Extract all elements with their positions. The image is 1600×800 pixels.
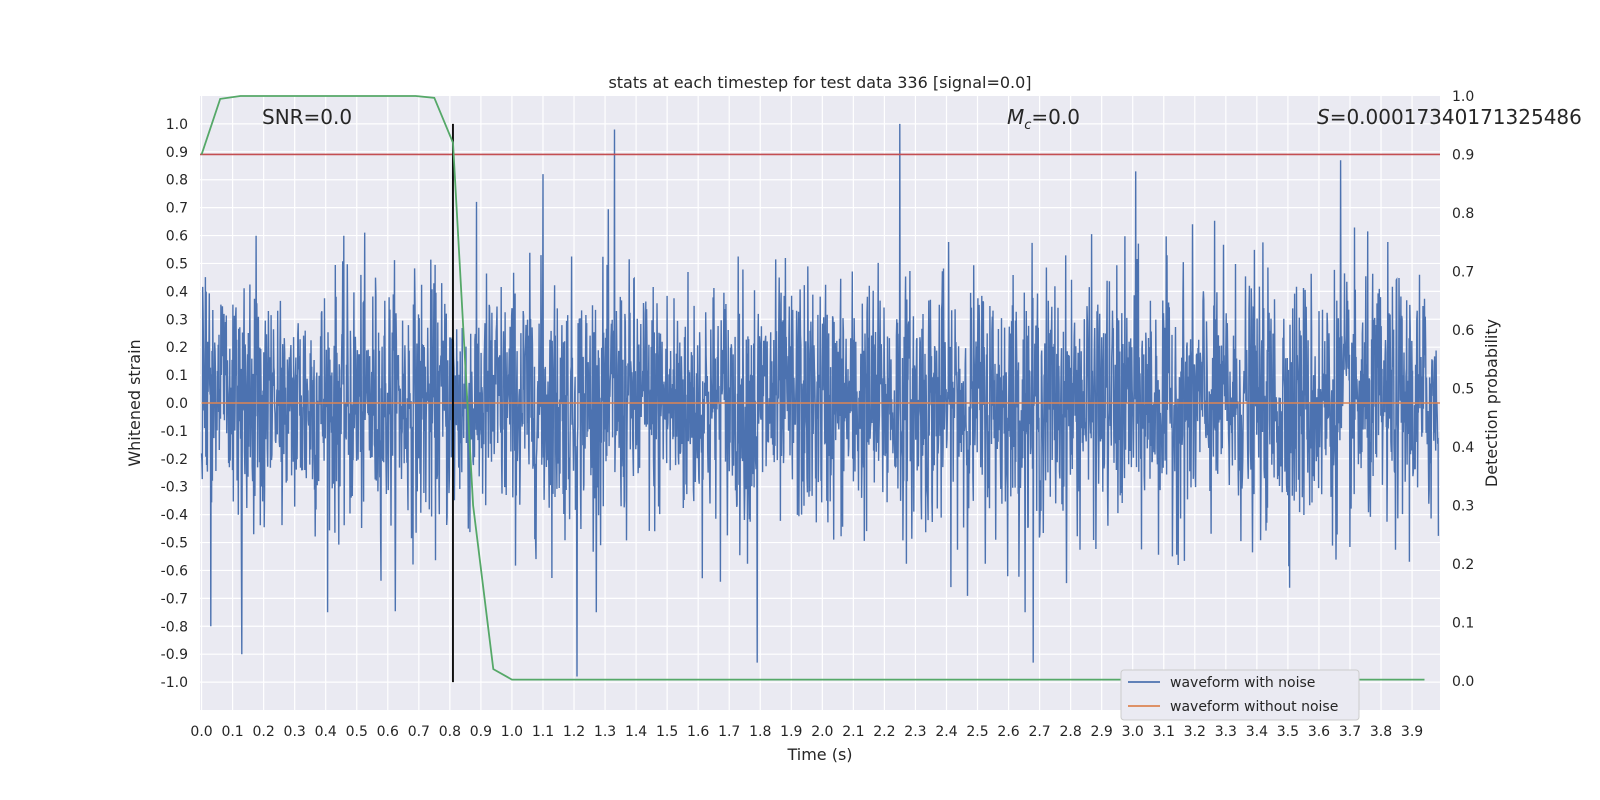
chirp-mass-annotation: Mc=0.0 <box>1007 105 1080 133</box>
x-tick-label: 2.2 <box>873 724 895 740</box>
y-tick-label: 0.5 <box>166 256 188 272</box>
detection-probability-line <box>200 95 1425 681</box>
x-tick-label: 1.3 <box>594 724 616 740</box>
y-tick-label: -0.3 <box>161 480 188 496</box>
x-tick-label: 2.8 <box>1060 724 1082 740</box>
y-tick-label: -0.7 <box>161 591 188 607</box>
y-tick-label: 0.9 <box>166 145 188 161</box>
y-tick-label: -0.8 <box>161 619 188 635</box>
x-tick-label: 2.0 <box>811 724 833 740</box>
x-tick-label: 0.2 <box>252 724 274 740</box>
x-tick-label: 1.8 <box>749 724 771 740</box>
x-tick-label: 0.0 <box>190 724 212 740</box>
y-tick-label: 0.8 <box>166 173 188 189</box>
x-tick-label: 1.4 <box>625 724 647 740</box>
x-tick-label: 3.0 <box>1122 724 1144 740</box>
x-tick-label: 0.8 <box>439 724 461 740</box>
x-tick-label: 3.8 <box>1370 724 1392 740</box>
x-axis-label: Time (s) <box>786 745 852 764</box>
x-tick-label: 1.7 <box>718 724 740 740</box>
y-tick-label: 0.3 <box>166 312 188 328</box>
snr-annotation: SNR=0.0 <box>262 105 352 129</box>
waveform-with-noise-path <box>200 123 1440 677</box>
y-tick-label: 0.0 <box>166 396 188 412</box>
y-right-tick-label: 1.0 <box>1452 89 1474 105</box>
y-tick-label: -0.9 <box>161 647 188 663</box>
y-right-tick-label: 0.5 <box>1452 381 1474 397</box>
x-tick-label: 3.4 <box>1246 724 1268 740</box>
x-tick-label: 3.5 <box>1277 724 1299 740</box>
x-tick-label: 0.5 <box>346 724 368 740</box>
x-tick-label: 0.1 <box>221 724 243 740</box>
y-tick-label: -1.0 <box>161 675 188 691</box>
y-tick-label: -0.5 <box>161 536 188 552</box>
y-right-tick-label: 0.2 <box>1452 557 1474 573</box>
y-tick-label: -0.4 <box>161 508 188 524</box>
x-tick-label: 3.3 <box>1215 724 1237 740</box>
y-axis-label: Whitened strain <box>125 339 144 466</box>
y-right-tick-labels: 1.0 0.9 0.8 0.7 0.6 0.5 0.4 0.3 0.2 0.1 0.0 <box>1452 89 1474 690</box>
chart-title: stats at each timestep for test data 336… <box>608 73 1031 92</box>
x-tick-label: 1.9 <box>780 724 802 740</box>
y-tick-label: 0.4 <box>166 284 188 300</box>
y-tick-label: -0.6 <box>161 563 188 579</box>
y-tick-label: -0.2 <box>161 452 188 468</box>
y-right-tick-label: 0.6 <box>1452 323 1474 339</box>
x-tick-label: 2.1 <box>842 724 864 740</box>
x-tick-label: 0.6 <box>377 724 399 740</box>
x-tick-label: 2.6 <box>997 724 1019 740</box>
x-tick-label: 1.1 <box>532 724 554 740</box>
x-tick-label: 0.7 <box>408 724 430 740</box>
y-tick-label: -0.1 <box>161 424 188 440</box>
legend-box <box>1120 669 1360 721</box>
x-tick-label: 1.5 <box>656 724 678 740</box>
y-right-tick-label: 0.7 <box>1452 264 1474 280</box>
x-tick-label: 3.2 <box>1184 724 1206 740</box>
legend-label-noise: waveform with noise <box>1170 675 1315 691</box>
x-tick-label: 0.3 <box>284 724 306 740</box>
x-tick-label: 1.2 <box>563 724 585 740</box>
waveform-with-noise-line <box>200 123 1440 677</box>
x-tick-label: 3.7 <box>1339 724 1361 740</box>
y-tick-label: 0.7 <box>166 201 188 217</box>
y-right-tick-label: 0.9 <box>1452 147 1474 163</box>
x-tick-label: 3.6 <box>1308 724 1330 740</box>
y-right-tick-label: 0.4 <box>1452 440 1474 456</box>
x-tick-label: 1.6 <box>687 724 709 740</box>
y-tick-label: 0.1 <box>166 368 188 384</box>
x-tick-label: 1.0 <box>501 724 523 740</box>
y-right-tick-label: 0.0 <box>1452 674 1474 690</box>
x-tick-label: 3.1 <box>1153 724 1175 740</box>
x-tick-label: 0.9 <box>470 724 492 740</box>
y-right-tick-label: 0.8 <box>1452 206 1474 222</box>
legend-label-clean: waveform without noise <box>1170 699 1338 715</box>
x-tick-label: 2.9 <box>1091 724 1113 740</box>
y-right-tick-label: 0.3 <box>1452 498 1474 514</box>
x-tick-label: 3.9 <box>1401 724 1423 740</box>
x-tick-labels: 0.0 0.1 0.2 0.3 0.4 0.5 0.6 0.7 0.8 0.9 1.0 1.1 1.2 1… <box>190 724 1423 740</box>
x-tick-label: 2.5 <box>966 724 988 740</box>
y-tick-label: 0.2 <box>166 340 188 356</box>
x-tick-label: 2.4 <box>935 724 957 740</box>
x-tick-label: 0.4 <box>315 724 337 740</box>
y-tick-label: 1.0 <box>166 117 188 133</box>
y-right-axis-label: Detection probability <box>1482 319 1501 487</box>
x-tick-label: 2.3 <box>904 724 926 740</box>
legend: waveform with noise waveform without noi… <box>1120 669 1360 721</box>
detection-probability-path <box>200 95 1425 681</box>
y-right-tick-label: 0.1 <box>1452 615 1474 631</box>
s-annotation: S=0.00017340171325486 <box>1317 105 1582 129</box>
y-tick-label: 0.6 <box>166 229 188 245</box>
y-tick-labels: 1.0 0.9 0.8 0.7 0.6 0.5 0.4 0.3 0.2 0.1 0.0 -0.1 -0.… <box>161 117 188 691</box>
x-tick-label: 2.7 <box>1028 724 1050 740</box>
